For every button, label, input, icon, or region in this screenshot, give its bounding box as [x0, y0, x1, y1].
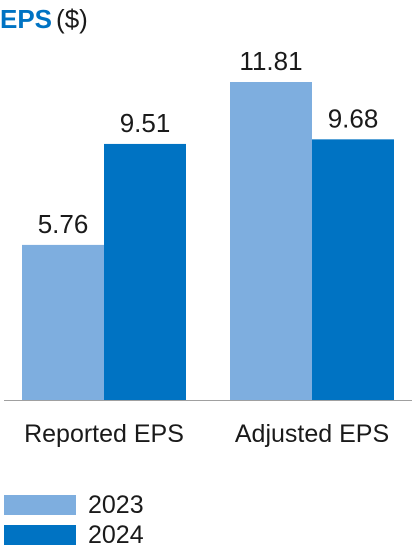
chart-title: EPS ($) [0, 2, 88, 38]
legend-label-2023: 2023 [88, 491, 144, 519]
chart-title-main: EPS [0, 4, 53, 34]
bar-2023-1 [230, 82, 312, 400]
legend-swatch-2024 [4, 525, 76, 545]
bar-chart: 5.76 9.51 Reported EPS 11.81 9.68 Adjusted EP… [4, 46, 412, 448]
bar-2023-0 [22, 244, 104, 400]
legend-item-2023: 2023 [0, 491, 200, 519]
data-label-2023-1: 11.81 [239, 46, 302, 76]
data-label-2024-0: 9.51 [120, 108, 171, 138]
chart-title-unit: ($) [56, 4, 88, 34]
bar-2024-1 [312, 139, 394, 400]
data-label-2024-1: 9.68 [328, 103, 379, 133]
legend-label-2024: 2024 [88, 521, 144, 549]
data-label-2023-0: 5.76 [38, 209, 89, 239]
category-label-0: Reported EPS [24, 420, 184, 448]
legend-item-2024: 2024 [0, 521, 200, 549]
bar-2024-0 [104, 143, 186, 400]
category-label-1: Adjusted EPS [235, 420, 389, 448]
legend-swatch-2023 [4, 495, 76, 515]
